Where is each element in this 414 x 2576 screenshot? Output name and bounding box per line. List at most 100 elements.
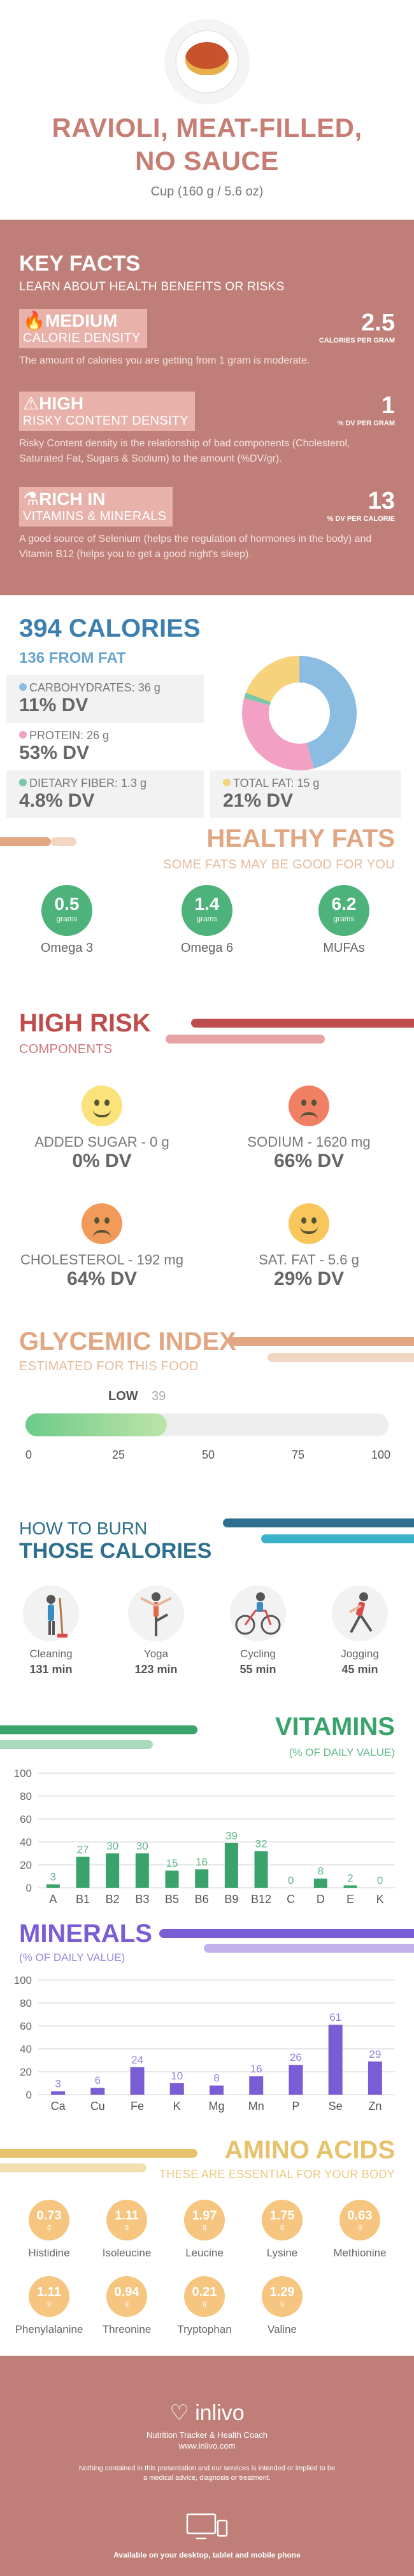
amino-value: 1.29 [269,2285,295,2299]
macro-dv: 53% DV [19,742,90,763]
amino-acid-methionine: 0.63 g Methionine [325,2200,395,2260]
availability-note: Available on your desktop, tablet and mo… [113,2551,301,2559]
fact-unit: CALORIES PER GRAM [318,337,395,344]
high-risk-section: HIGH RISK COMPONENTS ADDED SUGAR - 0 g 0… [0,996,414,1315]
donut-slice-fat [245,656,299,702]
amino-name: Tryptophan [177,2323,232,2335]
fat-omega6: 1.4 grams Omega 6 [159,885,255,956]
amino-unit: g [124,2223,129,2231]
glycemic-value: 39 [152,1389,166,1403]
macro-label: TOTAL FAT: 15 g [233,777,320,789]
amino-acids-section: AMINO ACIDS THESE ARE ESSENTIAL FOR YOUR… [0,2133,414,2356]
risk-added-sugar: ADDED SUGAR - 0 g 0% DV [10,1086,194,1172]
vitamins-category-label: B9 [224,1893,238,1906]
activity-name: Cycling [240,1648,276,1660]
minerals-value-label: 61 [329,2011,341,2023]
decor-stripe [0,837,51,846]
activity-minutes: 131 min [29,1663,73,1676]
burn-title-line1: HOW TO BURN [19,1518,148,1538]
glycemic-tick: 50 [201,1448,215,1461]
fact-risky-content: ⚠HIGH RISKY CONTENT DENSITY 1 % DV PER G… [19,392,395,467]
macro-donut-chart [242,656,357,770]
minerals-bar-P [289,2065,303,2095]
glycemic-tick: 0 [25,1448,32,1461]
key-facts-section: KEY FACTS LEARN ABOUT HEALTH BENEFITS OR… [0,220,414,595]
high-risk-subtitle: COMPONENTS [19,1042,113,1056]
vitamins-value-label: 16 [196,1856,208,1868]
footer: ♡ inlivo Nutrition Tracker & Health Coac… [0,2356,414,2576]
macro-dv: 11% DV [19,695,89,716]
vitamins-ytick: 60 [20,1813,32,1825]
vitamins-value-label: 30 [136,1840,148,1852]
amino-name: Isoleucine [102,2247,152,2259]
amino-badge: 0.63 g [339,2200,380,2240]
amino-acid-leucine: 1.97 g Leucine [169,2200,239,2260]
minerals-category-label: Mg [208,2100,224,2112]
fact-level: RICH IN [39,489,106,509]
minerals-value-label: 26 [290,2051,302,2063]
minerals-section: MINERALS (% OF DAILY VALUE) 100 80 60 40 20 0… [0,1913,414,2133]
fact-unit: % DV PER CALORIE [327,515,395,523]
amino-acids-subtitle: THESE ARE ESSENTIAL FOR YOUR BODY [159,2168,395,2181]
minerals-category-label: Ca [51,2100,66,2112]
amino-name: Histidine [28,2247,70,2259]
title-line-1: RAVIOLI, MEAT-FILLED, [52,113,362,143]
vitamins-category-label: B1 [76,1893,90,1906]
macro-label: DIETARY FIBER: 1.3 g [29,777,147,789]
vitamins-title: VITAMINS [275,1713,395,1741]
donut-slice-fiber [244,692,271,705]
amino-name: Threonine [102,2323,152,2335]
macro-dv: 21% DV [223,790,294,811]
vitamins-bar-B6 [195,1869,209,1888]
vitamins-value-label: 3 [50,1871,56,1883]
amino-badge: 1.11 g [29,2276,69,2317]
fat-unit: grams [56,914,78,923]
sad-face-icon [82,1203,122,1244]
carbs-dot-icon [19,683,27,691]
minerals-bar-Fe [130,2067,145,2095]
decor-stripe [0,2149,197,2158]
fat-unit: grams [333,914,355,923]
brand-url[interactable]: www.inlivo.com [178,2441,236,2451]
amino-badge: 1.97 g [184,2200,225,2240]
amino-acids-title: AMINO ACIDS [224,2136,395,2164]
burn-title-line2: THOSE CALORIES [19,1539,212,1563]
fat-value: 6.2 [331,894,357,914]
risk-label: CHOLESTEROL - 192 mg [20,1252,183,1268]
serving-size: Cup (160 g / 5.6 oz) [150,185,264,199]
vitamins-bar-A [46,1884,60,1888]
amino-name: Leucine [185,2247,224,2259]
fact-value: 1 [381,392,395,419]
amino-badge: 1.75 g [262,2200,303,2240]
amino-acid-isoleucine: 1.11 g Isoleucine [92,2200,162,2260]
risk-cholesterol: CHOLESTEROL - 192 mg 64% DV [10,1203,194,1290]
fat-bubble: 0.5 grams [41,885,92,936]
decor-stripe [166,1035,325,1044]
fat-omega3: 0.5 grams Omega 3 [19,885,115,956]
fact-calorie-density: 🔥MEDIUM CALORIE DENSITY 2.5 CALORIES PER… [19,309,395,369]
vitamins-category-label: B5 [165,1893,179,1906]
vitamins-value-label: 15 [166,1857,178,1869]
risk-sodium: SODIUM - 1620 mg 66% DV [217,1086,401,1172]
minerals-bar-Se [328,2025,343,2095]
minerals-bar-K [169,2083,184,2095]
amino-value: 0.63 [347,2209,373,2223]
risk-dv: 0% DV [72,1150,132,1171]
amino-name: Lysine [266,2247,298,2259]
vitamins-category-label: D [317,1893,325,1906]
vitamins-bar-B9 [224,1843,238,1888]
key-facts-subtitle: LEARN ABOUT HEALTH BENEFITS OR RISKS [19,280,285,294]
minerals-value-label: 8 [213,2072,219,2084]
donut-slice-carbs [299,656,357,769]
minerals-value-label: 29 [369,2048,381,2060]
minerals-ytick: 40 [20,2043,32,2055]
calories-from-fat: 136 FROM FAT [19,649,126,667]
fat-value: 1.4 [194,894,220,914]
amino-unit: g [202,2223,207,2231]
minerals-bar-Zn [368,2061,382,2095]
amino-name: Valine [268,2323,297,2335]
minerals-title: MINERALS [19,1920,152,1948]
vitamins-value-label: 27 [77,1843,89,1855]
minerals-category-label: K [173,2100,181,2112]
risk-label: SAT. FAT - 5.6 g [259,1252,359,1268]
